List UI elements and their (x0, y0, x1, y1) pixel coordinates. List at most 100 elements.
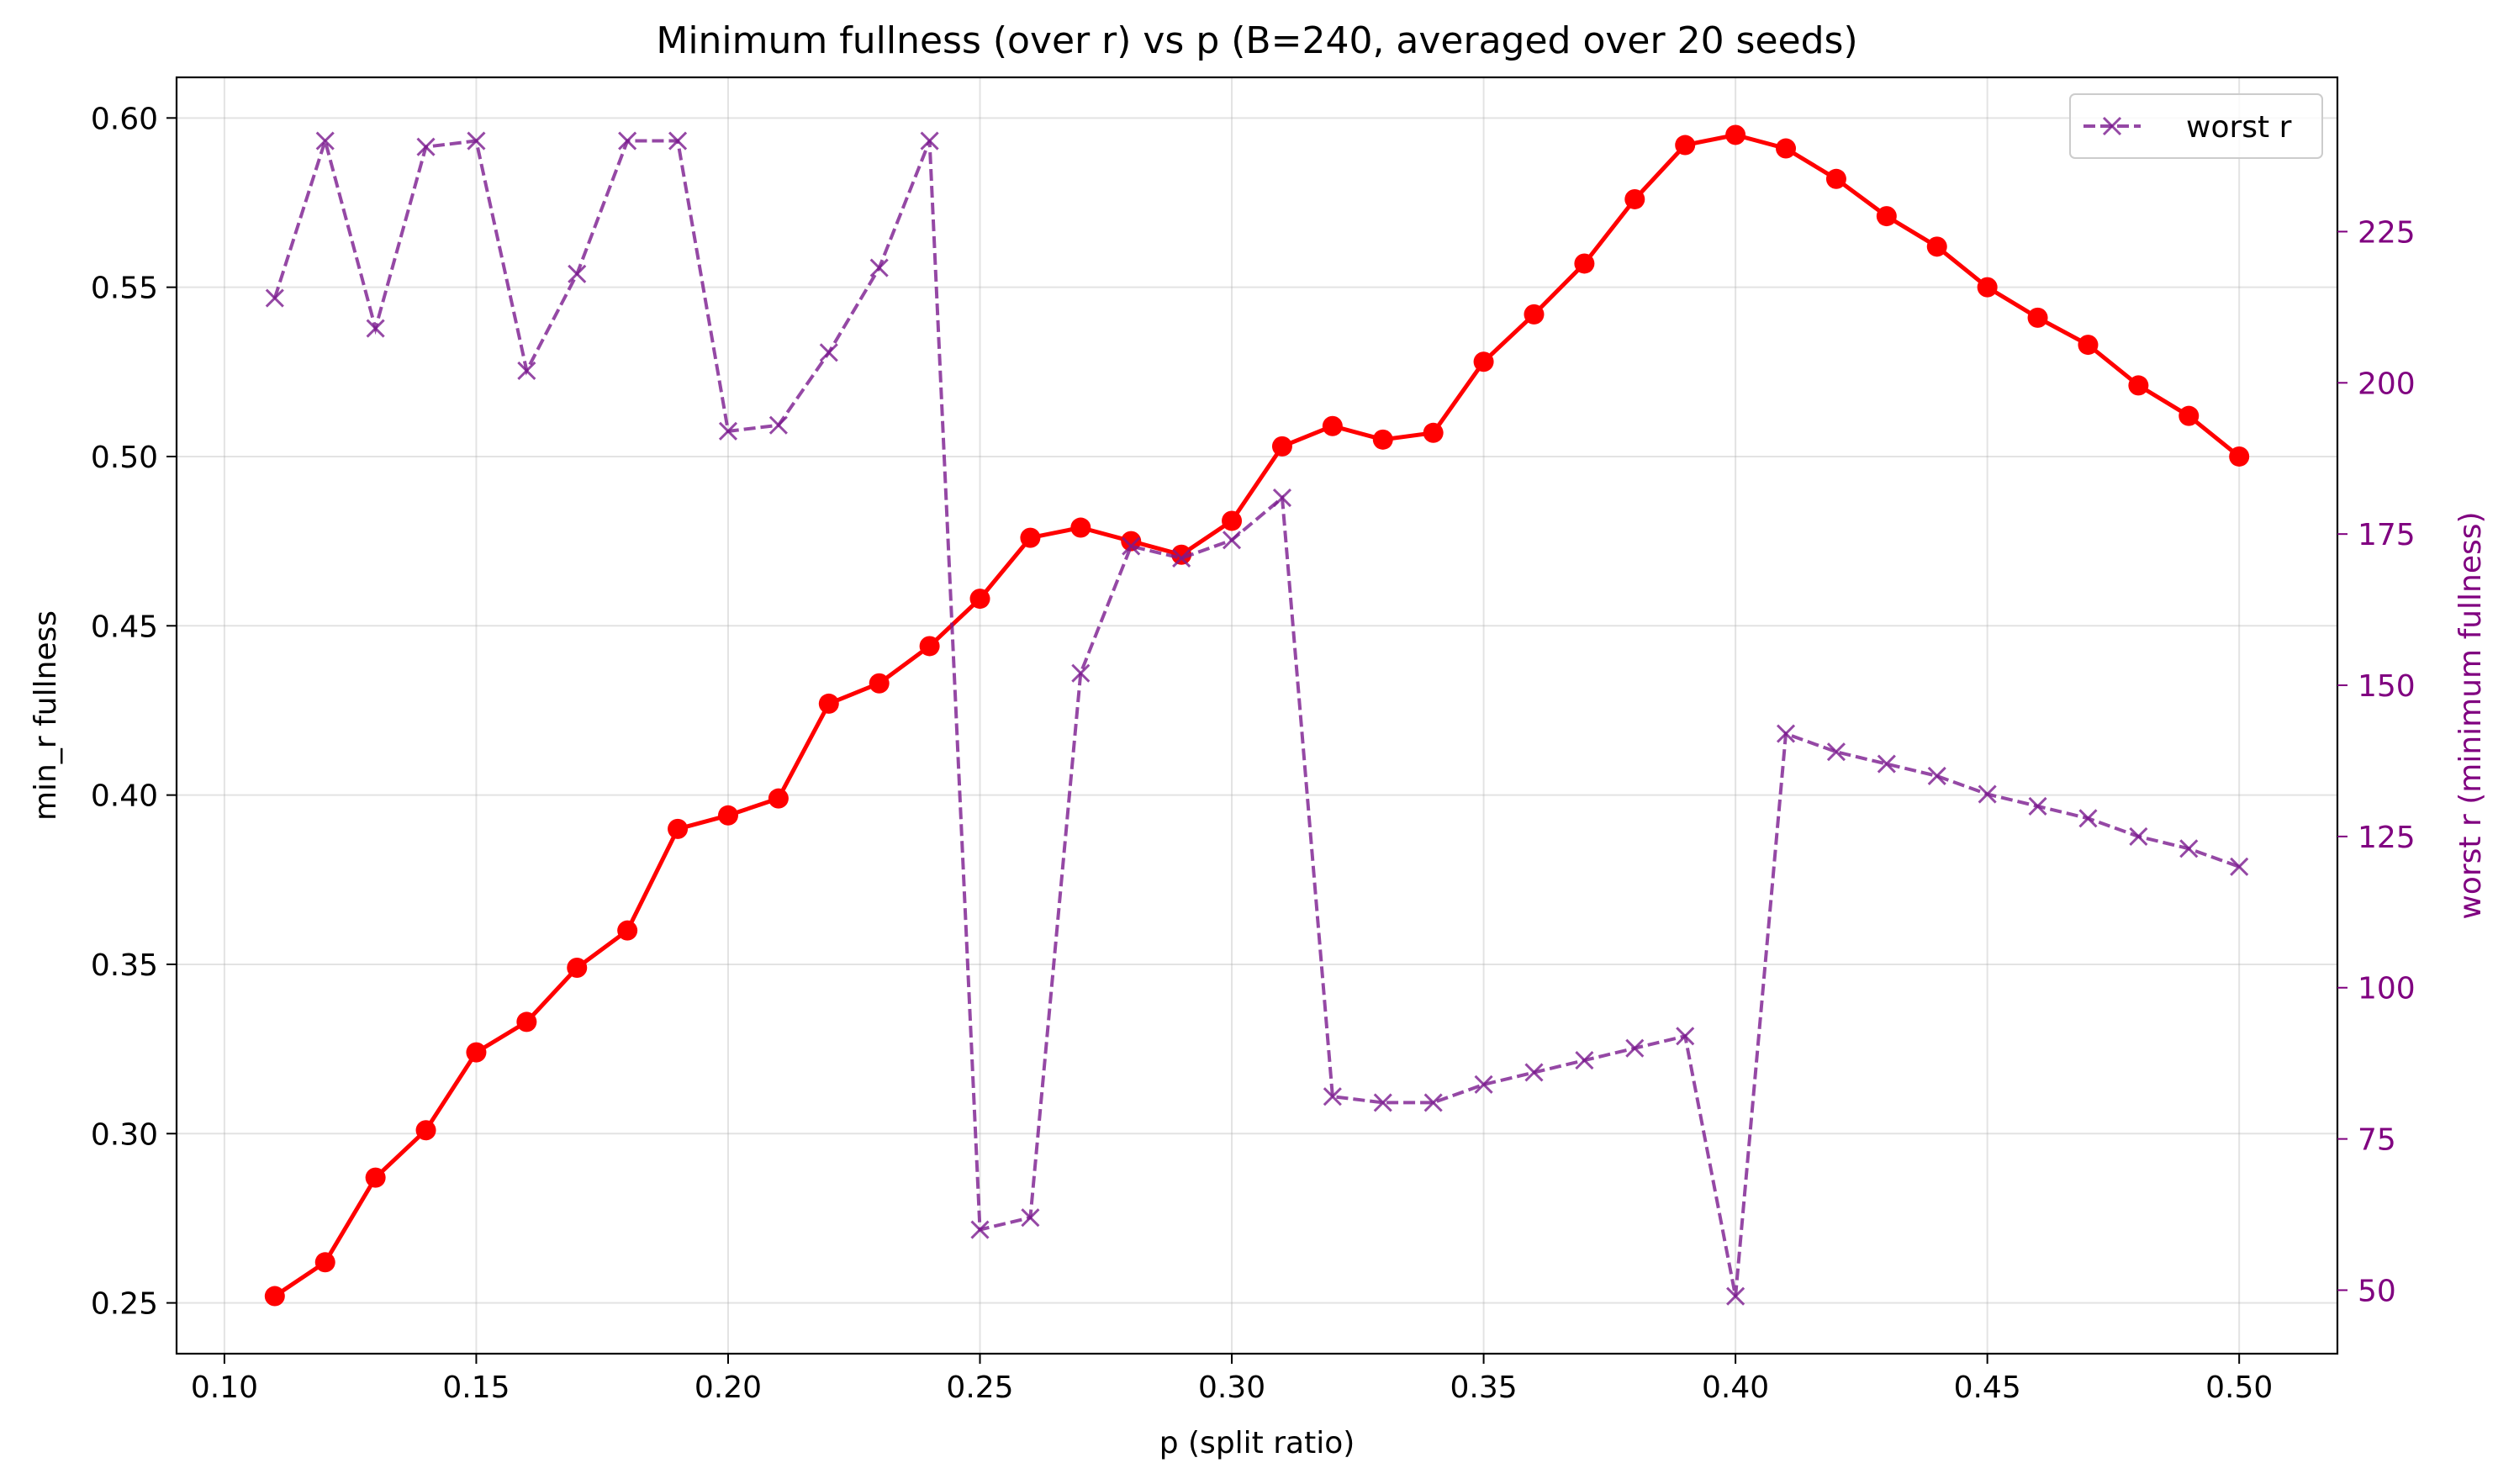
worst-r-point-stroke (2028, 796, 2047, 816)
worst-r-point (2078, 809, 2098, 828)
x-tick-label: 0.35 (1450, 1370, 1518, 1405)
min-fullness-point (365, 1167, 386, 1188)
worst-r-point (568, 264, 587, 283)
min-fullness-point (1524, 304, 1545, 325)
worst-r-point (1474, 1075, 1493, 1094)
worst-r-point (265, 288, 284, 308)
worst-r-point-stroke (315, 131, 335, 151)
min-fullness-point (969, 589, 990, 610)
min-fullness-point (1574, 253, 1595, 274)
worst-r-point-stroke (1272, 488, 1292, 508)
min-fullness-point (869, 673, 890, 694)
worst-r-point (869, 258, 889, 277)
worst-r-point-stroke (869, 258, 889, 277)
grid-layer (177, 77, 2337, 1354)
min-fullness-point (2027, 307, 2048, 328)
y2-tick-label: 150 (2358, 669, 2416, 704)
worst-r-point (416, 137, 436, 156)
worst-r-point (1172, 548, 1191, 568)
worst-r-point-stroke (467, 131, 486, 151)
legend-marker-x (2102, 116, 2122, 136)
worst-r-point-stroke (265, 288, 284, 308)
worst-r-point (1373, 1093, 1392, 1112)
min-fullness-point (617, 920, 638, 941)
min-fullness-point (1372, 429, 1393, 450)
min-fullness-point (1776, 138, 1797, 159)
worst-r-point (668, 131, 688, 151)
min-fullness-point (567, 957, 588, 978)
worst-r-point-stroke (2078, 809, 2098, 828)
y-tick-label: 0.35 (91, 948, 158, 983)
worst-r-point (1423, 1093, 1443, 1112)
worst-r-point (1927, 766, 1946, 786)
min-fullness-point (1070, 517, 1091, 538)
ticks-layer: 0.10 0.15 0.20 0.25 0.30 0.35 0.40 0.45 0.50 0.25… (91, 102, 2416, 1405)
min-fullness-point (1423, 422, 1444, 443)
worst-r-point (366, 319, 385, 338)
min-fullness-point (2178, 405, 2200, 426)
legend-label-worst-r: worst r (2186, 110, 2292, 145)
y-tick-label: 0.45 (91, 610, 158, 644)
worst-r-point (618, 131, 637, 151)
min-fullness-point (668, 818, 689, 839)
worst-r-point-stroke (568, 264, 587, 283)
min-fullness-point (1171, 544, 1192, 565)
worst-r-point-stroke (1373, 1093, 1392, 1112)
y-tick-label: 0.40 (91, 779, 158, 814)
worst-r-point-stroke (970, 1220, 990, 1239)
worst-r-point-stroke (1877, 754, 1896, 774)
worst-r-point-stroke (618, 131, 637, 151)
min-fullness-point (1473, 351, 1494, 372)
min-fullness-point (1322, 415, 1343, 436)
worst-r-point-stroke (819, 343, 838, 362)
min-fullness-point (1271, 436, 1292, 457)
worst-r-point (1222, 531, 1242, 550)
min-fullness-point (919, 636, 940, 657)
worst-r-point (1524, 1063, 1544, 1082)
worst-r-point-stroke (1575, 1051, 1594, 1070)
y-tick-label: 0.50 (91, 441, 158, 475)
y2-tick-label: 225 (2358, 215, 2416, 250)
x-tick-label: 0.45 (1954, 1370, 2021, 1405)
min-fullness-point (717, 805, 738, 826)
worst-r-point-stroke (668, 131, 688, 151)
worst-r-point-stroke (1172, 548, 1191, 568)
worst-r-point (1071, 663, 1091, 683)
worst-r-point-stroke (416, 137, 436, 156)
y2-tick-label: 75 (2358, 1123, 2396, 1158)
worst-r-point (1021, 1208, 1040, 1228)
worst-r-point-stroke (1676, 1027, 1695, 1046)
worst-r-point (2028, 796, 2047, 816)
worst-r-point (467, 131, 486, 151)
y-tick-label: 0.25 (91, 1287, 158, 1322)
worst-r-point-stroke (718, 421, 738, 441)
y2-axis-label: worst r (minimum fullness) (2453, 511, 2488, 919)
y2-tick-label: 175 (2358, 518, 2416, 552)
y-tick-label: 0.55 (91, 272, 158, 306)
legend: worst r (2069, 93, 2323, 159)
worst-r-point-stroke (1021, 1208, 1040, 1228)
worst-r-line (272, 135, 2240, 1297)
x-tick-label: 0.15 (442, 1370, 510, 1405)
min-fullness-point (2229, 446, 2250, 467)
min-fullness-point (1926, 236, 1947, 257)
y2-tick-label: 50 (2358, 1274, 2396, 1308)
worst-r-point-stroke (1122, 536, 1141, 556)
min-fullness-point (1825, 168, 1846, 189)
worst-r-point (819, 343, 838, 362)
x-axis-label: p (split ratio) (1159, 1426, 1355, 1460)
min-fullness-point (314, 1252, 335, 1273)
x-tick-label: 0.10 (191, 1370, 258, 1405)
worst-r-point-stroke (1423, 1093, 1443, 1112)
worst-r-point (1272, 488, 1292, 508)
worst-r-point-stroke (920, 131, 939, 151)
worst-r-point-stroke (517, 361, 536, 380)
x-tick-label: 0.30 (1198, 1370, 1265, 1405)
worst-r-point (920, 131, 939, 151)
min-fullness-point (768, 788, 789, 809)
y2-tick-label: 125 (2358, 821, 2416, 855)
worst-r-point (1877, 754, 1896, 774)
worst-r-point (1978, 784, 1997, 804)
